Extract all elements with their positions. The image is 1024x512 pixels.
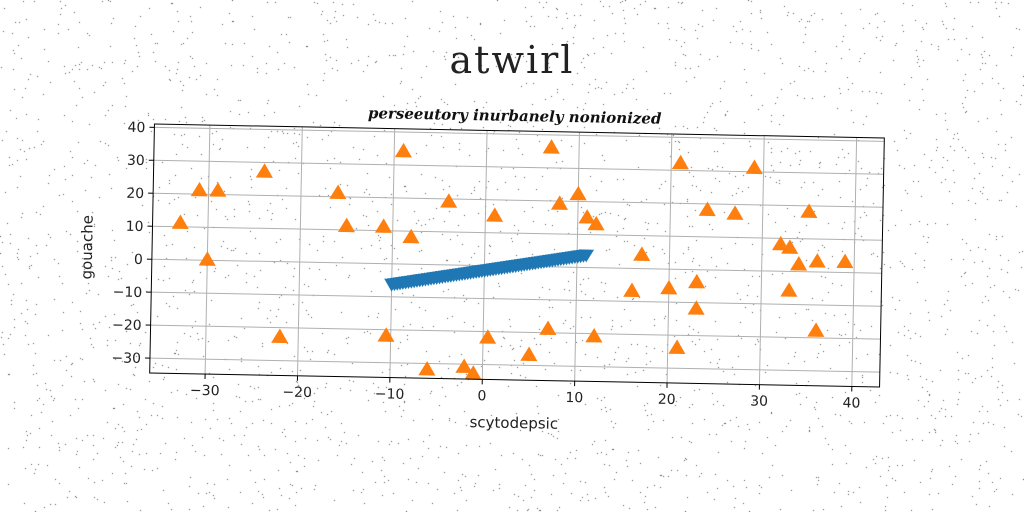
orange-triangle-point	[687, 300, 705, 315]
y-gridline	[152, 225, 883, 241]
y-tick-label: −30	[111, 350, 141, 367]
y-tick-label: 30	[127, 153, 145, 169]
orange-triangle-point	[660, 279, 678, 295]
x-tick-label: 40	[842, 395, 860, 411]
y-gridline	[153, 159, 884, 175]
x-gridline	[297, 126, 303, 376]
orange-triangle-point	[464, 365, 482, 380]
plot-area: −30 −20 −10 0 10 20 30 40 −30 −20 −10 0 10 20 30 40 scy…	[77, 104, 885, 433]
y-gridline	[149, 357, 880, 373]
orange-triangle-point	[479, 329, 497, 344]
y-gridline	[150, 324, 881, 340]
orange-triangle-point	[255, 163, 273, 178]
orange-triangle-point	[836, 253, 854, 269]
orange-triangle-point	[539, 320, 557, 336]
chart-title: perseeutory inurbanely nonionized	[368, 104, 662, 128]
orange-triangle-point	[394, 142, 412, 158]
y-gridline	[153, 192, 884, 208]
x-gridline	[758, 135, 765, 385]
orange-triangle-point	[781, 239, 799, 254]
x-gridline	[204, 125, 211, 375]
orange-triangle-point	[198, 251, 216, 266]
y-axis-label: gouache	[77, 215, 96, 280]
orange-triangle-point	[780, 282, 798, 297]
y-tick-label: 20	[126, 186, 144, 202]
orange-triangle-point	[377, 327, 395, 342]
x-tick-label: −30	[190, 383, 220, 400]
page-title: atwirl	[449, 38, 575, 82]
orange-triangle-point	[190, 181, 208, 197]
orange-triangle-point	[698, 201, 716, 217]
blue-triangle-point	[578, 249, 595, 263]
orange-triangle-point	[329, 184, 347, 200]
y-tick-label: −10	[113, 284, 143, 301]
orange-triangle-point	[587, 215, 605, 231]
orange-triangle-point	[271, 328, 289, 344]
orange-triangle-point	[542, 139, 560, 154]
grid	[149, 125, 885, 387]
orange-triangle-point	[337, 217, 356, 233]
x-tick-label: 30	[750, 394, 768, 410]
orange-triangle-point	[790, 256, 808, 271]
orange-triangle-point	[550, 195, 569, 210]
orange-triangle-point	[578, 209, 596, 224]
orange-triangle-point	[402, 228, 420, 244]
x-tick-label: 20	[658, 392, 676, 408]
orange-triangle-point	[569, 185, 587, 201]
y-tick-label: 0	[134, 252, 143, 268]
orange-triangle-point	[171, 214, 189, 230]
orange-triangle-point	[668, 339, 686, 355]
orange-triangle-point	[808, 253, 826, 268]
orange-triangle-point	[633, 246, 651, 261]
orange-triangle-point	[745, 159, 763, 175]
orange-triangle-point	[209, 182, 227, 197]
y-tick-label: 40	[127, 120, 145, 136]
axes-frame	[149, 123, 885, 388]
x-tick-label: −20	[282, 385, 312, 402]
y-gridline	[151, 291, 882, 307]
y-gridline	[154, 126, 885, 142]
y-tick-label: −20	[112, 317, 142, 334]
orange-triangle-point	[418, 361, 436, 376]
x-tick-label: 10	[565, 390, 583, 406]
series-layer	[171, 139, 854, 380]
orange-triangle-point	[807, 322, 825, 337]
orange-triangle-point	[486, 207, 504, 222]
orange-triangle-point	[688, 273, 706, 289]
orange-triangle-point	[455, 358, 473, 374]
orange-triangle-point	[800, 203, 818, 219]
orange-triangle-point	[771, 235, 790, 251]
orange-triangle-point	[623, 282, 641, 298]
y-tick-label: 10	[126, 219, 144, 235]
ticks: −30 −20 −10 0 10 20 30 40 −30 −20 −10 0 10 20 30 40	[111, 120, 860, 412]
x-tick-label: −10	[375, 386, 405, 403]
orange-triangle-point	[520, 346, 538, 362]
orange-triangle-point	[671, 154, 689, 170]
x-tick-label: 0	[477, 388, 486, 404]
orange-triangle-point	[440, 193, 458, 208]
orange-triangle-point	[726, 205, 744, 220]
orange-triangle-point	[585, 327, 603, 343]
x-gridline	[851, 137, 858, 387]
orange-triangle-point	[374, 218, 392, 233]
x-gridline	[666, 133, 673, 383]
x-axis-label: scytodepsic	[469, 413, 558, 433]
